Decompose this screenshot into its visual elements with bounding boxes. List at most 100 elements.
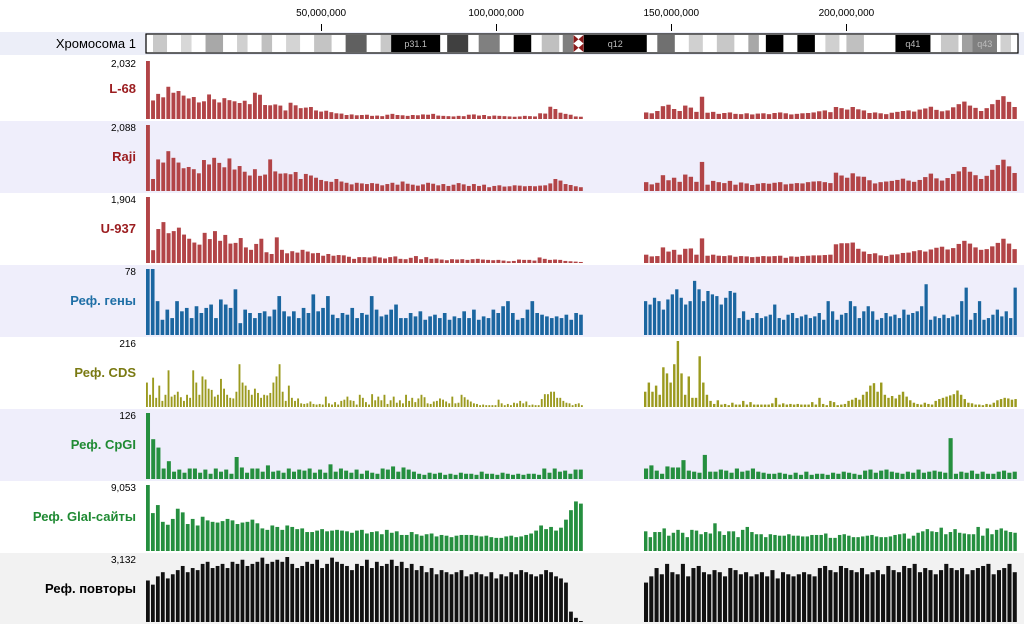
- bar: [250, 468, 255, 479]
- bar: [207, 164, 212, 191]
- bar: [486, 259, 491, 263]
- track-0[interactable]: 2,032 L-68: [0, 57, 1024, 121]
- track-4[interactable]: 216 Реф. CDS: [0, 337, 1024, 409]
- bar: [436, 185, 441, 191]
- bar: [865, 391, 868, 407]
- bar: [810, 534, 814, 551]
- track-7[interactable]: 3,132 Реф. повторы: [0, 553, 1024, 624]
- bar: [487, 116, 492, 119]
- bar: [796, 574, 801, 622]
- bar: [507, 186, 512, 191]
- bar: [951, 316, 955, 335]
- bar: [934, 109, 939, 119]
- bar: [334, 402, 337, 407]
- bar: [192, 370, 195, 407]
- bar: [297, 469, 302, 479]
- bar: [255, 468, 260, 479]
- bar: [644, 468, 649, 479]
- bar: [990, 534, 994, 551]
- bar: [716, 182, 721, 191]
- bar: [276, 470, 281, 479]
- bar: [568, 114, 573, 119]
- bar: [755, 183, 761, 191]
- bar: [530, 301, 535, 335]
- bar: [893, 534, 897, 551]
- bar: [298, 108, 303, 119]
- bar: [396, 471, 401, 479]
- ideogram-band: [825, 35, 840, 52]
- bar: [861, 536, 865, 551]
- track-bars: [146, 341, 1017, 407]
- bar: [872, 383, 876, 407]
- bar: [843, 403, 847, 407]
- bar: [777, 255, 783, 263]
- bar: [175, 301, 179, 335]
- bar: [202, 160, 206, 191]
- bar: [334, 113, 339, 119]
- ideogram-band-q12: [583, 35, 647, 52]
- bar: [995, 242, 1001, 263]
- track-1[interactable]: 2,088 Raji: [0, 121, 1024, 193]
- bar: [708, 471, 713, 479]
- bar: [187, 238, 192, 263]
- bar: [210, 521, 215, 551]
- track-6[interactable]: 9,053 Реф. GlaI-сайты: [0, 481, 1024, 553]
- bar: [432, 473, 437, 479]
- ideogram-band-q43: [972, 35, 997, 52]
- bar: [694, 111, 699, 119]
- bar: [887, 397, 890, 407]
- bar: [491, 260, 496, 263]
- bar: [232, 398, 235, 407]
- bar: [847, 400, 850, 407]
- bar: [811, 181, 816, 191]
- bar: [733, 256, 738, 263]
- bar: [916, 469, 921, 479]
- bar: [384, 529, 389, 551]
- bar: [326, 296, 330, 335]
- track-3[interactable]: 78 Реф. гены: [0, 265, 1024, 337]
- bar: [166, 151, 171, 191]
- bar: [223, 304, 228, 335]
- bar: [861, 176, 867, 191]
- bar: [170, 518, 175, 551]
- track-5[interactable]: 126 Реф. CpGI: [0, 409, 1024, 481]
- bar: [990, 246, 995, 263]
- bar: [146, 413, 151, 479]
- bar: [258, 94, 262, 119]
- bar: [789, 403, 792, 407]
- bar: [655, 256, 660, 263]
- bar: [761, 183, 766, 191]
- bar: [240, 522, 245, 551]
- bar: [832, 402, 836, 407]
- bar: [349, 400, 352, 407]
- bar: [944, 534, 948, 551]
- bar: [395, 115, 400, 119]
- track-max-label: 126: [119, 411, 136, 422]
- bar: [803, 404, 807, 407]
- bar: [333, 471, 338, 479]
- bar: [300, 528, 305, 551]
- track-bars: [146, 557, 1017, 622]
- bar: [472, 403, 475, 407]
- chromosome-ideogram[interactable]: p31.1 q12 q41 q43: [0, 0, 1024, 60]
- bar: [744, 183, 749, 191]
- bar: [176, 391, 179, 407]
- bar: [838, 565, 843, 622]
- bar: [804, 314, 808, 335]
- bar: [783, 113, 788, 119]
- bar: [308, 107, 313, 119]
- bar: [499, 537, 504, 551]
- bar: [432, 401, 435, 407]
- bar: [916, 532, 920, 551]
- bar: [282, 311, 286, 335]
- track-2[interactable]: 1,904 U-937: [0, 193, 1024, 265]
- bar: [509, 572, 514, 622]
- bar: [444, 260, 449, 263]
- bar: [278, 105, 283, 119]
- bar: [791, 576, 796, 622]
- ideogram-band: [237, 35, 248, 52]
- bar: [170, 574, 175, 622]
- bar: [574, 501, 578, 551]
- bar: [479, 405, 482, 407]
- bar: [484, 473, 489, 479]
